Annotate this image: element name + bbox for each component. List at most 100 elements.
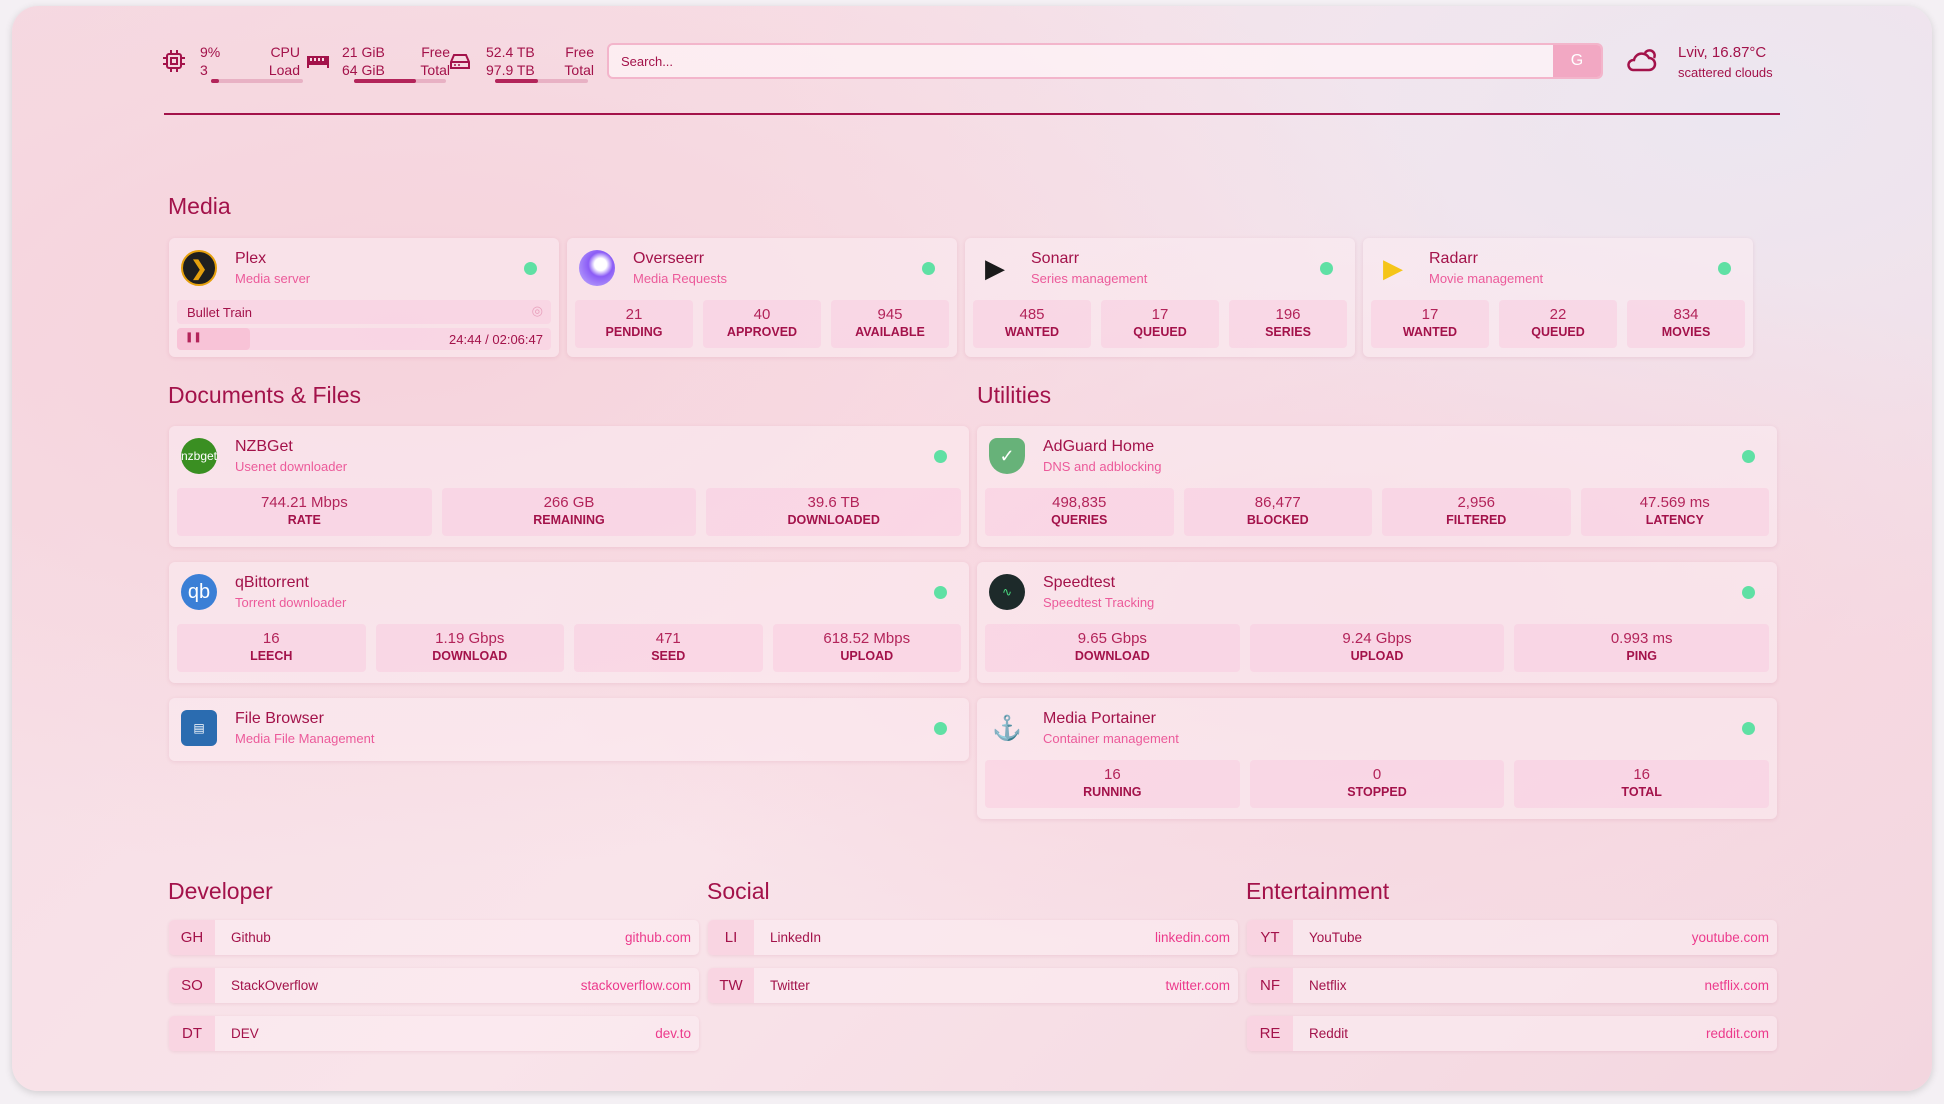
stat-label: RUNNING [1083,785,1142,799]
playback-progress[interactable]: ❚❚ 24:44 / 02:06:47 [177,328,551,350]
memory-widget: 21 GiB 64 GiB Free Total [306,43,456,87]
stat-label: FILTERED [1446,513,1507,527]
stat-label: DOWNLOAD [1074,649,1150,663]
stat-block: 16 TOTAL [1514,760,1770,808]
bookmark-youtube[interactable]: YT YouTube youtube.com [1247,920,1777,955]
status-indicator [1320,262,1333,275]
adguard-shield-icon: ✓ [989,438,1025,474]
bookmark-stackoverflow[interactable]: SO StackOverflow stackoverflow.com [169,968,699,1003]
section-utilities: Utilities [977,382,1052,408]
bookmark-url[interactable]: twitter.com [1165,978,1230,993]
service-card-sonarr[interactable]: ▶ Sonarr Series management 485 WANTED 17 QUEUE… [965,238,1355,357]
bookmark-url[interactable]: netflix.com [1704,978,1769,993]
stat-value: 86,477 [1254,494,1301,511]
status-indicator [1718,262,1731,275]
bookmark-github[interactable]: GH Github github.com [169,920,699,955]
stat-value: 9.65 Gbps [1077,630,1147,647]
status-indicator [934,722,947,735]
stat-label: SERIES [1265,325,1311,339]
bookmark-url[interactable]: linkedin.com [1154,930,1230,945]
service-card-radarr[interactable]: ▶ Radarr Movie management 17 WANTED 22 QUEUED 8… [1363,238,1753,357]
service-stats: 16 LEECH 1.19 Gbps DOWNLOAD 471 SEED 618.52 Mb… [177,624,961,672]
status-indicator [1742,586,1755,599]
stat-block: 9.24 Gbps UPLOAD [1249,624,1505,672]
bookmark-reddit[interactable]: RE Reddit reddit.com [1247,1016,1777,1051]
stat-label: TOTAL [1621,785,1662,799]
stat-value: 618.52 Mbps [823,630,911,647]
stat-label: WANTED [1004,325,1060,339]
stat-block: 17 WANTED [1371,300,1489,348]
service-card-speedtest[interactable]: ∿ Speedtest Speedtest Tracking 9.65 Gbps DOW… [977,562,1777,683]
playback-time: 24:44 / 02:06:47 [449,332,543,347]
bookmark-url[interactable]: youtube.com [1691,930,1769,945]
service-description: Usenet downloader [235,459,348,474]
stat-value: 266 GB [543,494,595,511]
stat-label: LEECH [250,649,293,663]
bookmark-linkedin[interactable]: LI LinkedIn linkedin.com [708,920,1238,955]
stat-block: 16 LEECH [177,624,366,672]
bookmark-name: Twitter [770,978,810,993]
bookmark-url[interactable]: reddit.com [1705,1026,1769,1041]
service-card-plex[interactable]: ❯ Plex Media server Bullet Train ◎ ❚❚ 24:44 / … [169,238,559,357]
stat-label: DOWNLOAD [432,649,508,663]
disk-label-2: Total [564,62,594,78]
stat-block: 0 STOPPED [1249,760,1505,808]
sonarr-icon: ▶ [985,252,1005,283]
bookmark-abbr: YT [1247,920,1293,955]
service-description: Media Requests [633,271,727,286]
stat-label: BLOCKED [1246,513,1309,527]
service-card-file-browser[interactable]: ▤ File Browser Media File Management [169,698,969,761]
bookmark-abbr: TW [708,968,754,1003]
service-card-nzbget[interactable]: nzbget NZBGet Usenet downloader 744.21 Mbps… [169,426,969,547]
bookmark-netflix[interactable]: NF Netflix netflix.com [1247,968,1777,1003]
now-playing-bar: Bullet Train ◎ [177,300,551,324]
stat-value: 834 [1673,306,1699,323]
cpu-value: 9% [200,44,221,60]
section-media: Media [168,193,231,219]
stat-label: QUERIES [1051,513,1108,527]
dashboard: 9% 3 CPU Load 21 GiB 64 GiB Free Total 52.4 … [12,6,1932,1091]
bookmark-abbr: SO [169,968,215,1003]
bookmark-url[interactable]: stackoverflow.com [580,978,691,993]
disk-bar [495,79,588,83]
stat-label: QUEUED [1133,325,1187,339]
service-description: Torrent downloader [235,595,347,610]
stat-block: 39.6 TB DOWNLOADED [706,488,962,536]
service-name: Radarr [1429,250,1478,267]
service-card-adguard-home[interactable]: ✓ AdGuard Home DNS and adblocking 498,835 QU… [977,426,1777,547]
bookmark-twitter[interactable]: TW Twitter twitter.com [708,968,1238,1003]
header-divider [164,113,1780,115]
pause-icon[interactable]: ❚❚ [185,332,202,343]
weather-location-temp: Lviv, 16.87°C [1678,44,1767,61]
bookmark-url[interactable]: dev.to [655,1026,691,1041]
stat-value: 0.993 ms [1610,630,1673,647]
bookmark-dev[interactable]: DT DEV dev.to [169,1016,699,1051]
memory-total: 64 GiB [342,62,385,78]
bookmark-url[interactable]: github.com [624,930,691,945]
bookmark-name: Github [231,930,271,945]
service-stats: 21 PENDING 40 APPROVED 945 AVAILABLE [575,300,949,348]
now-playing-title: Bullet Train [187,305,253,320]
stat-label: REMAINING [533,513,605,527]
disk-free: 52.4 TB [486,44,535,60]
service-name: Sonarr [1031,250,1080,267]
bookmark-name: Netflix [1309,978,1347,993]
stat-block: 17 QUEUED [1101,300,1219,348]
disk-label: Free [565,44,594,60]
stat-value: 17 [1151,306,1169,323]
stat-value: 0 [1372,766,1382,783]
stat-block: 618.52 Mbps UPLOAD [772,624,961,672]
service-card-qbittorrent[interactable]: qb qBittorrent Torrent downloader 16 LEECH 1.… [169,562,969,683]
status-indicator [524,262,537,275]
search-provider-button[interactable]: G [1553,45,1601,77]
service-stats: 744.21 Mbps RATE 266 GB REMAINING 39.6 TB DOW… [177,488,962,536]
service-description: Speedtest Tracking [1043,595,1155,610]
service-card-overseerr[interactable]: Overseerr Media Requests 21 PENDING 40 APPROV… [567,238,957,357]
bookmark-name: StackOverflow [231,978,319,993]
stat-block: 21 PENDING [575,300,693,348]
stat-block: 9.65 Gbps DOWNLOAD [985,624,1240,672]
search-input[interactable] [609,45,1553,77]
service-card-media-portainer[interactable]: ⚓ Media Portainer Container management 16 RU… [977,698,1777,819]
service-description: DNS and adblocking [1043,459,1162,474]
cpu-label-2: Load [268,62,300,78]
